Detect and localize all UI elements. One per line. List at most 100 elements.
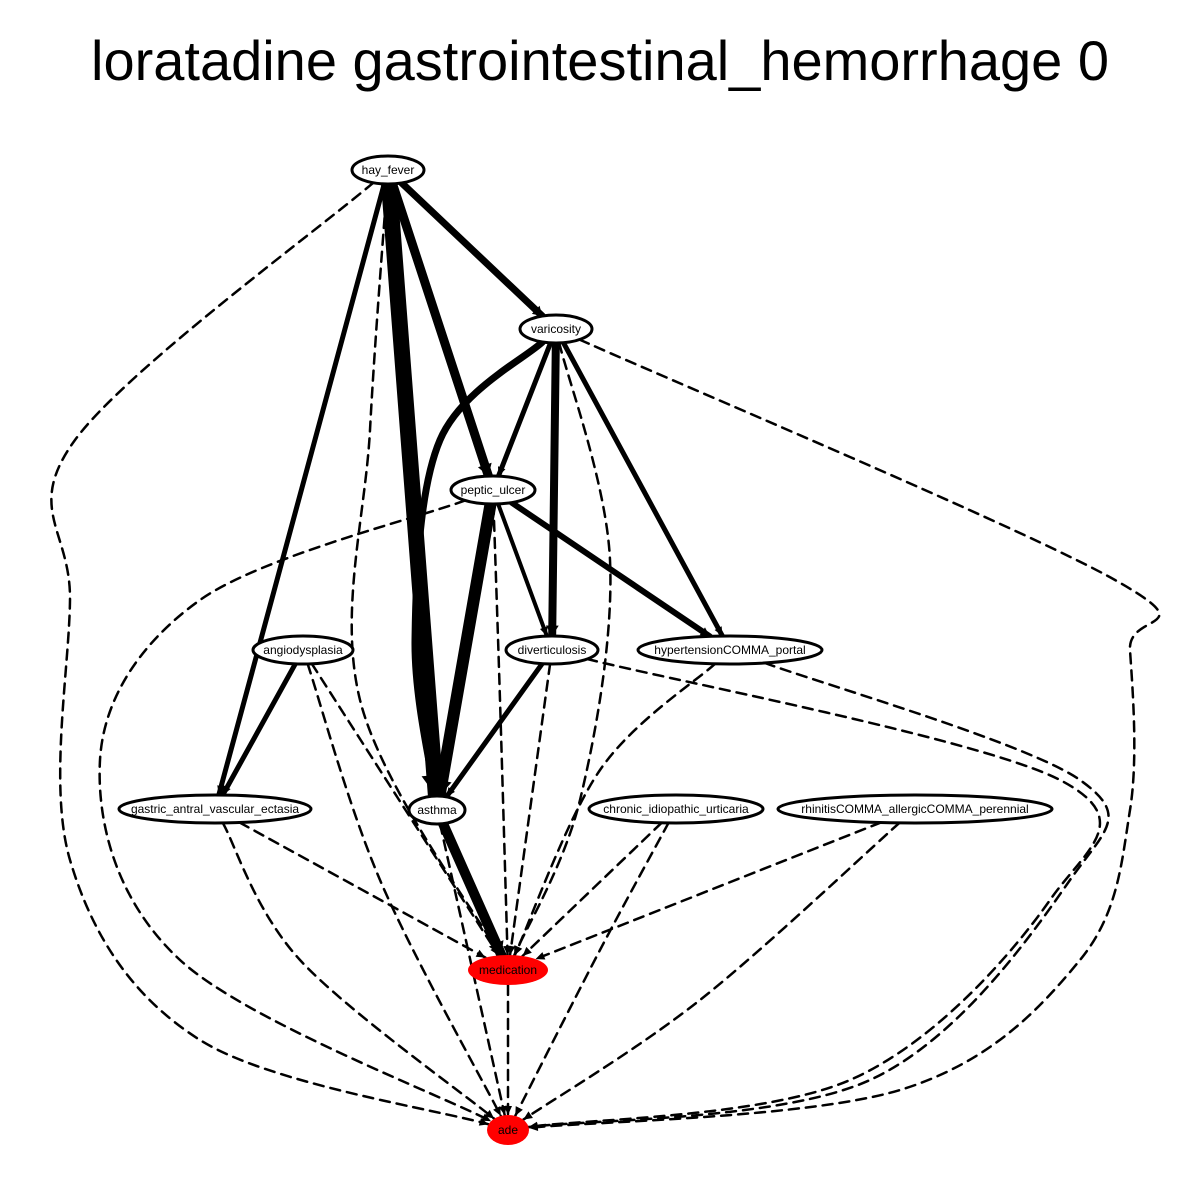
arrowhead-icon	[504, 1106, 512, 1115]
edge-line	[381, 175, 444, 805]
node-ade: ade	[487, 1115, 529, 1145]
edge-line	[433, 497, 497, 803]
edge-angiodysplasia-to-ade	[306, 662, 503, 1118]
node-hypertension-portal: hypertensionCOMMA_portal	[636, 634, 824, 666]
node-label: asthma	[417, 803, 457, 817]
arrowhead-icon	[522, 946, 532, 957]
edge-hay_fever-to-ade	[50, 181, 490, 1126]
arrowhead-icon	[515, 1106, 523, 1116]
node-shape	[504, 634, 600, 666]
node-shape	[776, 793, 1054, 825]
node-angiodysplasia: angiodysplasia	[251, 634, 355, 666]
arrowhead-icon	[217, 785, 226, 796]
edge-line	[527, 661, 1110, 1129]
edge-line	[527, 338, 1161, 1130]
edge-line	[513, 662, 717, 957]
edge-asthma-to-ade	[438, 822, 507, 1117]
edge-hypertension_portal-to-medication	[513, 662, 717, 957]
node-varicosity: varicosity	[518, 313, 594, 345]
edge-line	[216, 181, 387, 798]
edge-diverticulosis-to-ade	[527, 657, 1102, 1130]
node-gave: gastric_antral_vascular_ectasia	[117, 793, 313, 825]
node-shape	[350, 154, 426, 186]
edge-diverticulosis-to-medication	[507, 662, 552, 957]
edge-line	[495, 340, 554, 479]
node-shape	[449, 474, 537, 506]
node-shape	[251, 634, 355, 666]
node-label: ade	[498, 1123, 518, 1137]
node-peptic-ulcer: peptic_ulcer	[449, 474, 537, 506]
edge-varicosity-to-diverticulosis	[545, 339, 560, 640]
arrowhead-icon	[545, 625, 559, 637]
edge-rhinitis-to-ade	[521, 821, 901, 1121]
node-label: angiodysplasia	[263, 643, 343, 657]
arrowhead-icon	[714, 626, 723, 637]
arrowhead-icon	[699, 627, 710, 637]
edge-line	[513, 821, 670, 1118]
arrowhead-icon	[478, 1117, 489, 1126]
edge-line	[443, 661, 545, 800]
edge-line	[98, 499, 493, 1123]
edge-line	[306, 662, 503, 1118]
node-label: peptic_ulcer	[461, 483, 526, 497]
node-label: diverticulosis	[518, 643, 587, 657]
arrowhead-icon	[446, 787, 455, 797]
edge-ciu-to-medication	[521, 821, 663, 958]
arrowhead-icon	[498, 1105, 507, 1116]
edge-hay_fever-to-peptic_ulcer	[388, 179, 493, 481]
arrowhead-icon	[481, 1113, 492, 1122]
edge-angiodysplasia-to-medication	[310, 662, 500, 957]
arrowhead-icon	[531, 305, 543, 317]
edge-line	[221, 821, 496, 1120]
edge-ciu-to-ade	[513, 821, 670, 1118]
edge-peptic_ulcer-to-diverticulosis	[496, 501, 549, 639]
node-hay-fever: hay_fever	[350, 154, 426, 186]
edge-line	[220, 661, 298, 798]
edge-line	[560, 340, 725, 639]
edge-line	[310, 662, 500, 957]
edge-line	[508, 662, 552, 957]
node-shape	[636, 634, 824, 666]
edge-line	[527, 657, 1102, 1129]
edge-line	[438, 822, 506, 1117]
edge-peptic_ulcer-to-ade	[98, 499, 493, 1123]
node-shape	[587, 793, 765, 825]
node-label: rhinitisCOMMA_allergicCOMMA_perennial	[801, 802, 1028, 816]
edge-line	[492, 502, 509, 957]
arrowhead-icon	[222, 785, 231, 796]
edge-hay_fever-to-gave	[216, 181, 387, 798]
arrowhead-icon	[507, 945, 516, 956]
node-shape	[117, 793, 313, 825]
edge-line	[398, 179, 546, 320]
arrowhead-icon	[432, 779, 452, 797]
edge-varicosity-to-hypertension_portal	[560, 340, 725, 639]
node-label: varicosity	[531, 322, 581, 336]
node-shape	[518, 313, 594, 345]
node-label: medication	[479, 963, 537, 977]
edge-peptic_ulcer-to-asthma	[432, 497, 497, 803]
edge-line	[238, 821, 487, 959]
node-shape	[407, 794, 467, 826]
edge-line	[388, 179, 493, 481]
arrowhead-icon	[535, 952, 546, 960]
edge-line	[411, 338, 546, 800]
edge-line	[438, 818, 507, 961]
arrowhead-icon	[528, 1121, 539, 1130]
edge-diverticulosis-to-asthma	[443, 661, 545, 800]
node-label: gastric_antral_vascular_ectasia	[131, 802, 299, 816]
node-label: chronic_idiopathic_urticaria	[603, 802, 749, 816]
edge-asthma-to-medication	[438, 818, 507, 961]
edge-rhinitis-to-medication	[534, 821, 882, 961]
edge-medication-to-ade	[504, 983, 512, 1117]
edge-line	[548, 339, 560, 640]
node-medication: medication	[468, 955, 548, 985]
edge-line	[513, 341, 612, 957]
edge-line	[534, 821, 882, 961]
node-rhinitis: rhinitisCOMMA_allergicCOMMA_perennial	[776, 793, 1054, 825]
edge-line	[521, 821, 901, 1121]
edge-varicosity-to-peptic_ulcer	[495, 340, 554, 479]
node-label: hay_fever	[362, 163, 415, 177]
edge-hypertension_portal-to-ade	[527, 661, 1110, 1130]
arrowhead-icon	[514, 945, 523, 956]
edge-angiodysplasia-to-gave	[220, 661, 298, 798]
